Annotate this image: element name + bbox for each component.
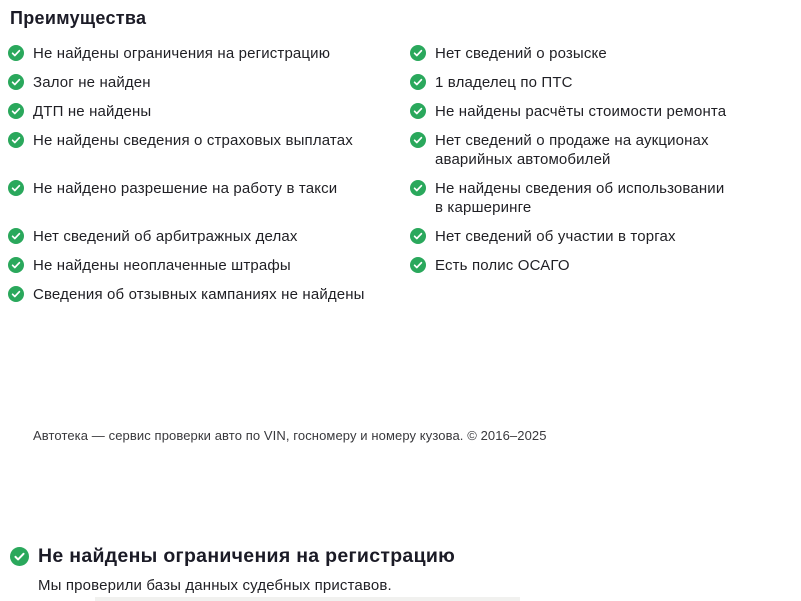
advantage-item: Не найдены ограничения на регистрацию [8,44,410,63]
check-icon [8,74,24,90]
advantage-item: Нет сведений об участии в торгах [410,227,794,246]
advantage-item: Не найдены сведения о страховых выплатах [8,131,410,169]
check-icon [10,547,29,566]
check-icon [410,257,426,273]
detail-section-title: Не найдены ограничения на регистрацию [38,545,456,567]
advantage-item: Залог не найден [8,73,410,92]
advantage-label: Не найдены сведения об использовании в к… [435,180,725,216]
cut-off-next-element [95,597,520,601]
advantage-label: Сведения об отзывных кампаниях не найден… [33,286,365,303]
check-icon [410,228,426,244]
check-icon [410,180,426,196]
advantage-label: Не найдены ограничения на регистрацию [33,45,331,62]
advantage-label: Нет сведений об участии в торгах [435,228,676,245]
advantage-item: ДТП не найдены [8,102,410,121]
check-icon [8,228,24,244]
advantage-item: Сведения об отзывных кампаниях не найден… [8,285,410,304]
advantage-label: Есть полис ОСАГО [435,257,570,274]
detail-section-description: Мы проверили базы данных судебных приста… [38,577,392,594]
advantage-item: Есть полис ОСАГО [410,256,794,275]
detail-section-header: Не найдены ограничения на регистрацию [10,545,455,568]
advantage-label: Нет сведений о продаже на аукционах авар… [435,132,709,168]
advantages-section-title: Преимущества [10,8,147,28]
advantage-label: Залог не найден [33,74,151,91]
check-icon [8,45,24,61]
advantage-item [410,285,794,304]
footer-service-note: Автотека — сервис проверки авто по VIN, … [33,428,547,443]
advantage-item: Нет сведений об арбитражных делах [8,227,410,246]
advantage-item: Не найдены сведения об использовании в к… [410,179,794,217]
advantage-label: Нет сведений о розыске [435,45,607,62]
check-icon [410,132,426,148]
advantage-item: Не найдены расчёты стоимости ремонта [410,102,794,121]
check-icon [8,103,24,119]
advantage-label: Не найдено разрешение на работу в такси [33,180,338,197]
check-icon [8,132,24,148]
advantage-label: 1 владелец по ПТС [435,74,573,91]
check-icon [8,257,24,273]
check-icon [410,45,426,61]
check-icon [410,103,426,119]
advantage-item: Не найдены неоплаченные штрафы [8,256,410,275]
advantage-label: Не найдены сведения о страховых выплатах [33,132,353,149]
advantage-item: Нет сведений о розыске [410,44,794,63]
check-icon [410,74,426,90]
detail-section: Не найдены ограничения на регистрацию Мы… [10,545,455,595]
advantages-grid: Не найдены ограничения на регистрацию Нет… [8,44,794,304]
advantage-label: Не найдены неоплаченные штрафы [33,257,291,274]
advantage-item: Нет сведений о продаже на аукционах авар… [410,131,794,169]
check-icon [8,180,24,196]
advantage-label: Нет сведений об арбитражных делах [33,228,298,245]
advantage-label: ДТП не найдены [33,103,152,120]
advantage-item: Не найдено разрешение на работу в такси [8,179,410,217]
check-icon [8,286,24,302]
advantage-label: Не найдены расчёты стоимости ремонта [435,103,727,120]
advantage-item: 1 владелец по ПТС [410,73,794,92]
